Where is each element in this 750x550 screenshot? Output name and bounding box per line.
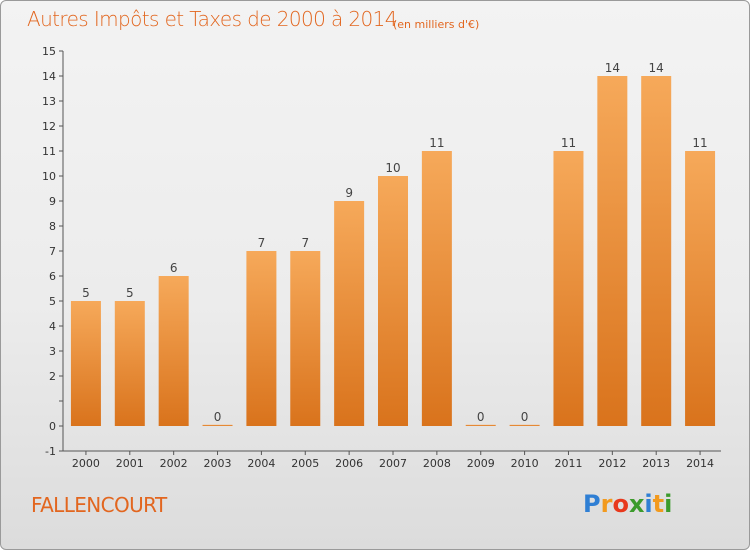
bar-2010 [509,424,540,426]
y-tick-label: 3 [49,345,56,358]
y-tick-label: 4 [49,320,56,333]
x-tick-label-2011: 2011 [554,457,582,470]
y-tick-label: 14 [42,70,56,83]
value-label-2007: 10 [385,161,400,175]
bar-2004 [246,251,277,426]
y-tick-label: 10 [42,170,56,183]
bar-2003 [202,424,233,426]
logo-letter: o [612,490,629,518]
x-tick-label-2003: 2003 [204,457,232,470]
y-tick-label: 7 [49,245,56,258]
x-tick-label-2005: 2005 [291,457,319,470]
bar-2005 [290,251,321,426]
bar-2012 [597,76,628,426]
value-label-2014: 11 [692,136,707,150]
x-tick-label-2013: 2013 [642,457,670,470]
x-tick-label-2001: 2001 [116,457,144,470]
bar-2014 [685,151,716,426]
x-tick-label-2000: 2000 [72,457,100,470]
logo-letter: x [628,490,645,518]
x-tick-label-2014: 2014 [686,457,714,470]
value-label-2004: 7 [258,236,266,250]
x-tick-label-2008: 2008 [423,457,451,470]
y-tick-label: 15 [42,45,56,58]
commune-name: FALLENCOURT [31,493,167,517]
value-label-2010: 0 [521,410,529,424]
y-tick-label: 13 [42,95,56,108]
x-tick-label-2009: 2009 [467,457,495,470]
logo-letter: P [583,490,601,518]
x-tick-label-2010: 2010 [511,457,539,470]
x-tick-label-2007: 2007 [379,457,407,470]
x-tick-label-2004: 2004 [247,457,275,470]
x-tick-label-2012: 2012 [598,457,626,470]
logo-letter: r [600,490,613,518]
value-label-2008: 11 [429,136,444,150]
y-tick-label: -1 [45,445,56,458]
value-label-2001: 5 [126,286,134,300]
value-label-2012: 14 [605,61,620,75]
logo-letter: t [652,490,665,518]
x-tick-label-2002: 2002 [160,457,188,470]
bar-2011 [553,151,584,426]
y-tick-label: 9 [49,195,56,208]
axes: -1 0 2 3 4 5 6 7 8 9 10 11 12 13 14 15 2000 2001 2002 2003 2… [42,45,721,470]
chart-subtitle: (en milliers d'€) [393,18,480,31]
y-tick-label: 12 [42,120,56,133]
bar-2001 [114,301,145,426]
value-label-2005: 7 [301,236,309,250]
x-tick-label-2006: 2006 [335,457,363,470]
value-label-2011: 11 [561,136,576,150]
value-label-2002: 6 [170,261,178,275]
y-tick-label: 5 [49,295,56,308]
logo-letter: i [644,490,653,518]
bar-2013 [641,76,672,426]
bar-2009 [465,424,496,426]
chart-title: Autres Impôts et Taxes de 2000 à 2014 [27,7,397,31]
proxiti-logo[interactable]: Proxiti [583,490,672,518]
value-label-2013: 14 [649,61,664,75]
bar-2008 [421,151,452,426]
value-label-2006: 9 [345,186,353,200]
y-tick-label: 6 [49,270,56,283]
value-labels-group: 5 5 6 0 7 7 9 10 11 0 0 11 14 14 11 [82,61,708,424]
bar-2000 [70,301,101,426]
bar-2002 [158,276,189,426]
value-label-2009: 0 [477,410,485,424]
bars-group [70,76,716,426]
value-label-2000: 5 [82,286,90,300]
bar-2007 [378,176,408,426]
value-label-2003: 0 [214,410,222,424]
bar-2006 [334,201,365,426]
y-tick-label: 2 [49,370,56,383]
y-tick-label: 11 [42,145,56,158]
logo-letter: i [664,490,673,518]
y-tick-label: 8 [49,220,56,233]
y-tick-label: 0 [49,420,56,433]
